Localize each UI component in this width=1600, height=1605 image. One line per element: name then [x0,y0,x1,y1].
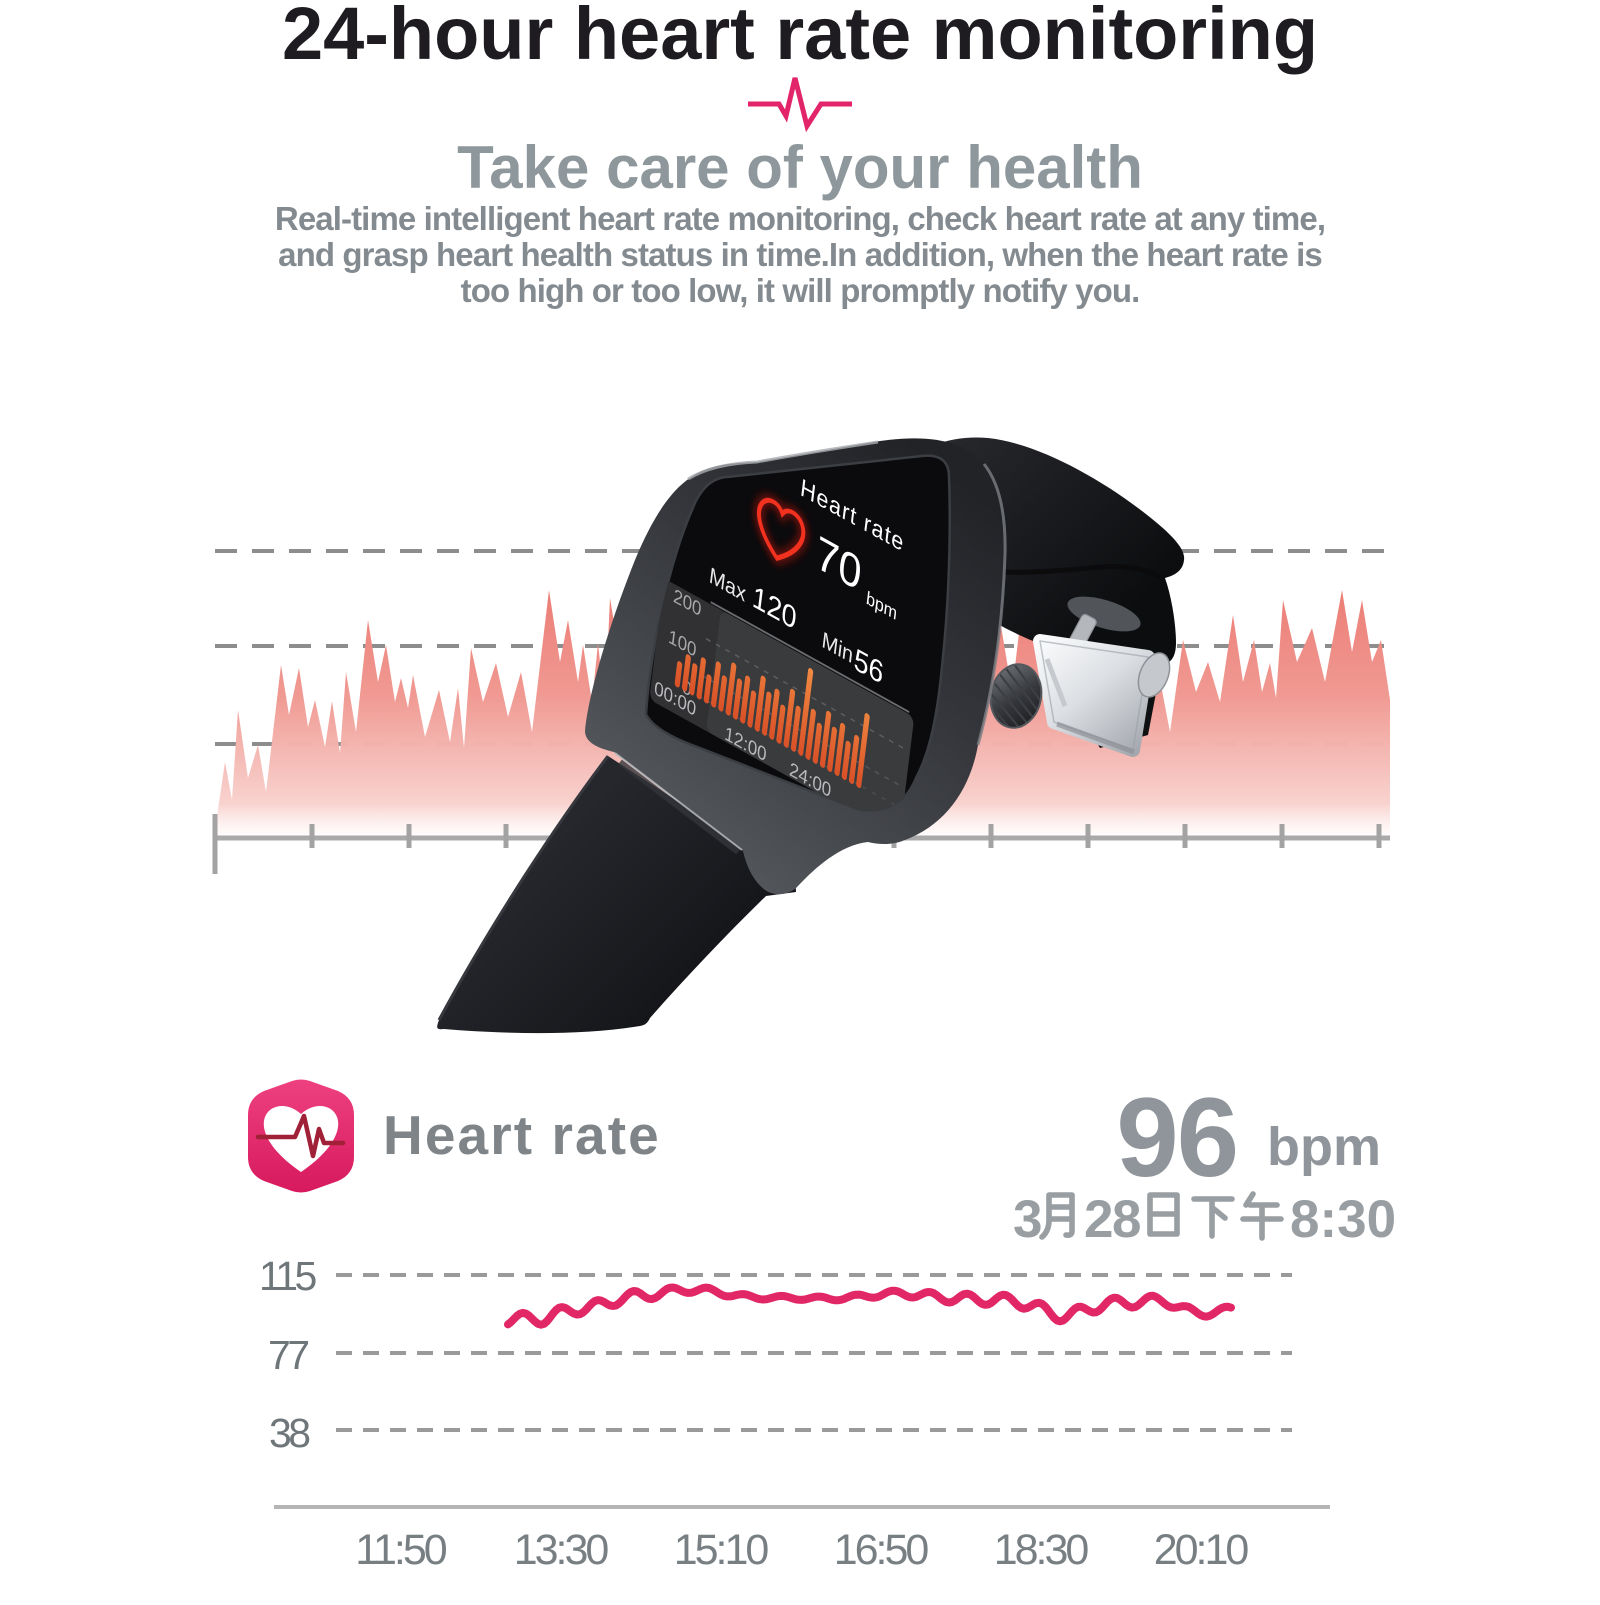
svg-text:8:30: 8:30 [1290,1190,1396,1249]
svg-text:11:50: 11:50 [355,1526,446,1574]
svg-text:and grasp heart health status: and grasp heart health status in time.In… [278,236,1322,273]
svg-text:Real-time intelligent heart ra: Real-time intelligent heart rate monitor… [275,200,1325,237]
svg-text:13:30: 13:30 [514,1526,609,1574]
svg-text:too high or too low, it will p: too high or too low, it will promptly no… [461,272,1140,309]
svg-text:28: 28 [1084,1190,1140,1249]
svg-text:24-hour heart rate monitoring: 24-hour heart rate monitoring [282,0,1318,75]
svg-text:20:10: 20:10 [1154,1526,1249,1574]
svg-text:15:10: 15:10 [674,1526,769,1574]
svg-text:38: 38 [269,1410,310,1456]
svg-text:18:30: 18:30 [994,1526,1089,1574]
svg-text:Take care of your health: Take care of your health [457,134,1143,201]
svg-text:115: 115 [259,1253,317,1299]
svg-text:96: 96 [1116,1075,1237,1200]
svg-text:16:50: 16:50 [834,1526,929,1574]
svg-text:bpm: bpm [1267,1117,1381,1177]
svg-text:77: 77 [268,1332,308,1378]
svg-text:Heart rate: Heart rate [383,1104,661,1166]
svg-text:3: 3 [1013,1190,1042,1249]
